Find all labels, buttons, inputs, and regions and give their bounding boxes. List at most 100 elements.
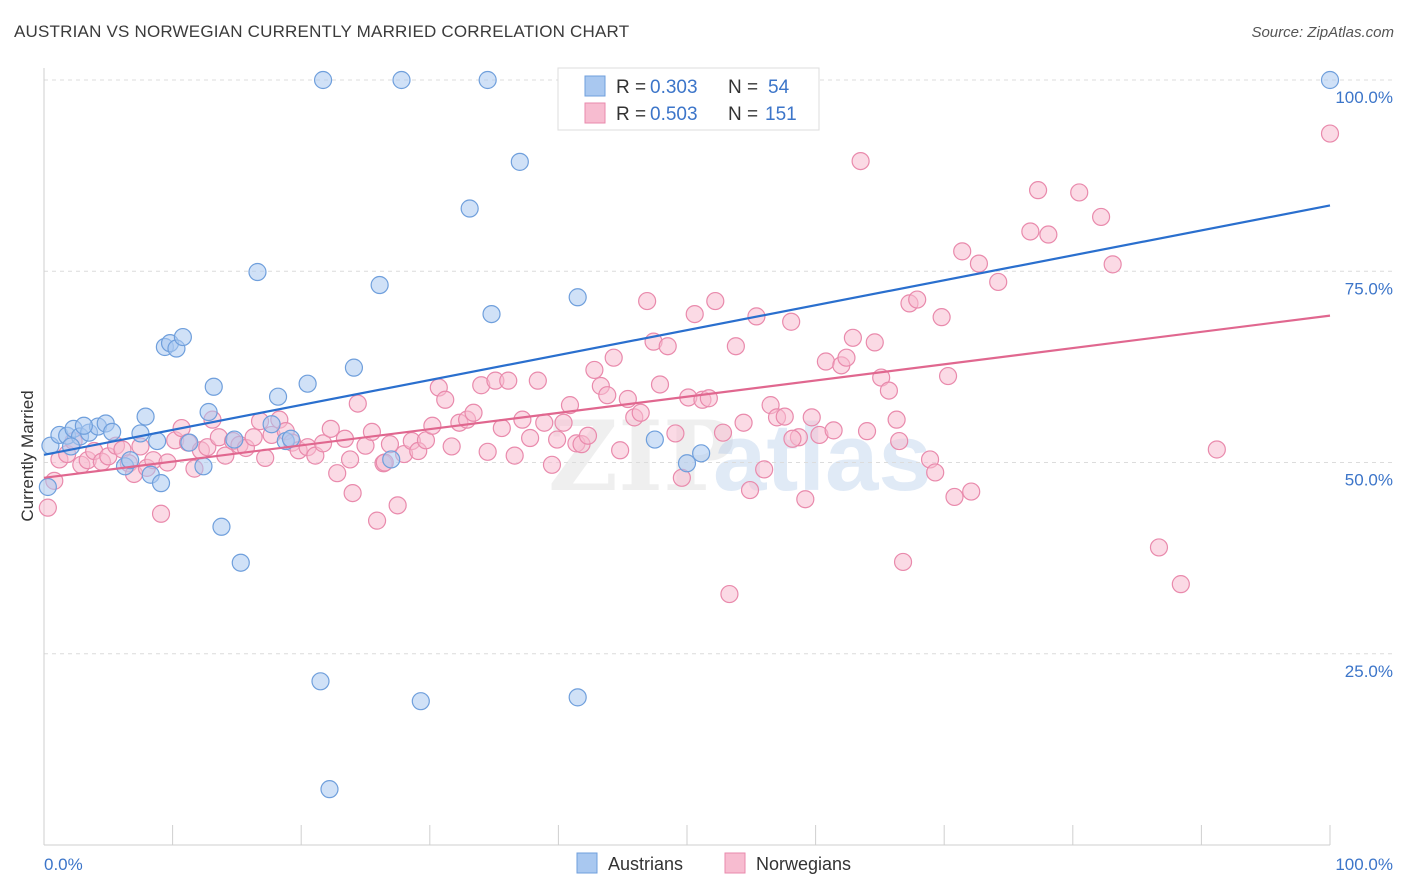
- norwegians-point: [945, 487, 964, 507]
- norwegians-point: [38, 498, 57, 517]
- norwegians-point: [843, 328, 862, 347]
- norwegians-point: [893, 552, 913, 572]
- norwegians-point: [198, 438, 217, 457]
- austrians-point: [136, 407, 155, 426]
- legend-austrians-r-label: R =: [616, 77, 646, 98]
- austrians-point: [212, 517, 231, 536]
- norwegians-point: [865, 333, 884, 352]
- legend-norwegians-r-value: 0.503: [650, 104, 698, 125]
- norwegians-point: [578, 426, 598, 445]
- austrians-point: [121, 451, 140, 470]
- bottom-legend-austrians-label: Austrians: [608, 854, 683, 874]
- norwegians-point: [423, 416, 442, 435]
- austrians-point: [382, 450, 401, 469]
- y-axis-label: Currently Married: [18, 390, 37, 521]
- legend: R = 0.303 N = 54 R = 0.503 N = 151: [557, 67, 820, 131]
- norwegians-point: [887, 410, 906, 429]
- legend-austrians-n-value: 54: [768, 77, 790, 98]
- norwegians-point: [783, 429, 802, 448]
- y-tick-label: 75.0%: [1345, 279, 1393, 298]
- austrians-trend-line: [43, 204, 1331, 456]
- norwegians-point: [666, 424, 685, 443]
- norwegians-point: [824, 421, 843, 440]
- austrians-point: [231, 553, 250, 572]
- norwegians-point: [890, 431, 909, 451]
- norwegians-trend-line: [43, 314, 1331, 479]
- norwegians-point: [328, 464, 347, 483]
- norwegians-point: [1070, 183, 1089, 202]
- bottom-legend-norwegians-swatch: [724, 852, 746, 874]
- y-tick-label: 25.0%: [1345, 662, 1393, 681]
- austrians-point: [199, 402, 218, 422]
- bottom-legend-norwegians-label: Norwegians: [756, 854, 851, 874]
- norwegians-points: [38, 124, 1340, 604]
- norwegians-point: [726, 337, 745, 356]
- austrians-point: [320, 780, 339, 799]
- norwegians-point: [244, 428, 263, 447]
- norwegians-point: [380, 435, 400, 454]
- austrians-point: [370, 275, 389, 295]
- norwegians-point: [1091, 207, 1111, 227]
- norwegians-point: [969, 254, 989, 273]
- legend-norwegians-r-label: R =: [616, 104, 646, 125]
- norwegians-point: [1171, 575, 1190, 594]
- norwegians-point: [938, 366, 958, 386]
- norwegians-point: [908, 290, 927, 309]
- source-label: Source: ZipAtlas.com: [1251, 24, 1394, 41]
- x-axis-ticks: [43, 825, 1331, 845]
- norwegians-point: [499, 371, 518, 390]
- austrians-points: [38, 70, 1340, 799]
- norwegians-point: [706, 291, 725, 311]
- norwegians-point: [585, 360, 604, 380]
- norwegians-point: [513, 410, 532, 429]
- y-tick-labels: 25.0% 50.0% 75.0% 100.0%: [1335, 88, 1393, 681]
- austrians-point: [313, 70, 333, 90]
- austrians-point: [411, 692, 430, 711]
- norwegians-point: [879, 381, 899, 400]
- norwegians-point: [560, 396, 580, 415]
- austrians-point: [248, 262, 267, 282]
- norwegians-point: [1028, 181, 1048, 200]
- norwegians-point: [542, 455, 562, 474]
- norwegians-point: [436, 390, 455, 409]
- legend-austrians-n-label: N =: [728, 77, 758, 98]
- norwegians-point: [340, 450, 360, 469]
- legend-austrians-swatch: [584, 75, 606, 97]
- austrians-point: [151, 474, 171, 493]
- norwegians-point: [775, 407, 794, 426]
- norwegians-point: [802, 408, 821, 427]
- austrians-point: [103, 422, 122, 441]
- norwegians-point: [151, 504, 171, 523]
- legend-norwegians-swatch: [584, 102, 606, 124]
- austrians-point: [61, 437, 81, 456]
- austrians-point: [268, 387, 288, 406]
- norwegians-point: [816, 352, 835, 371]
- norwegians-point: [343, 484, 362, 503]
- norwegians-point: [638, 291, 657, 311]
- norwegians-point: [851, 151, 870, 171]
- norwegians-point: [782, 312, 801, 331]
- norwegians-point: [713, 423, 733, 442]
- norwegians-point: [464, 403, 483, 422]
- chart-title: AUSTRIAN VS NORWEGIAN CURRENTLY MARRIED …: [14, 22, 630, 41]
- austrians-point: [180, 433, 199, 452]
- austrians-point: [677, 454, 697, 473]
- austrians-point: [392, 70, 411, 90]
- austrians-point: [311, 672, 330, 691]
- norwegians-point: [796, 490, 815, 509]
- y-tick-label: 50.0%: [1345, 471, 1393, 490]
- norwegians-point: [755, 460, 774, 479]
- austrians-point: [74, 416, 93, 435]
- austrians-point: [344, 358, 364, 377]
- norwegians-point: [1103, 255, 1122, 274]
- austrians-point: [645, 430, 664, 449]
- austrians-point: [568, 288, 587, 307]
- norwegians-point: [1320, 124, 1340, 143]
- norwegians-point: [611, 441, 630, 460]
- norwegians-point: [548, 430, 567, 449]
- norwegians-point: [528, 371, 547, 390]
- norwegians-point: [1039, 225, 1058, 244]
- austrians-point: [262, 415, 281, 434]
- norwegians-point: [1021, 222, 1040, 241]
